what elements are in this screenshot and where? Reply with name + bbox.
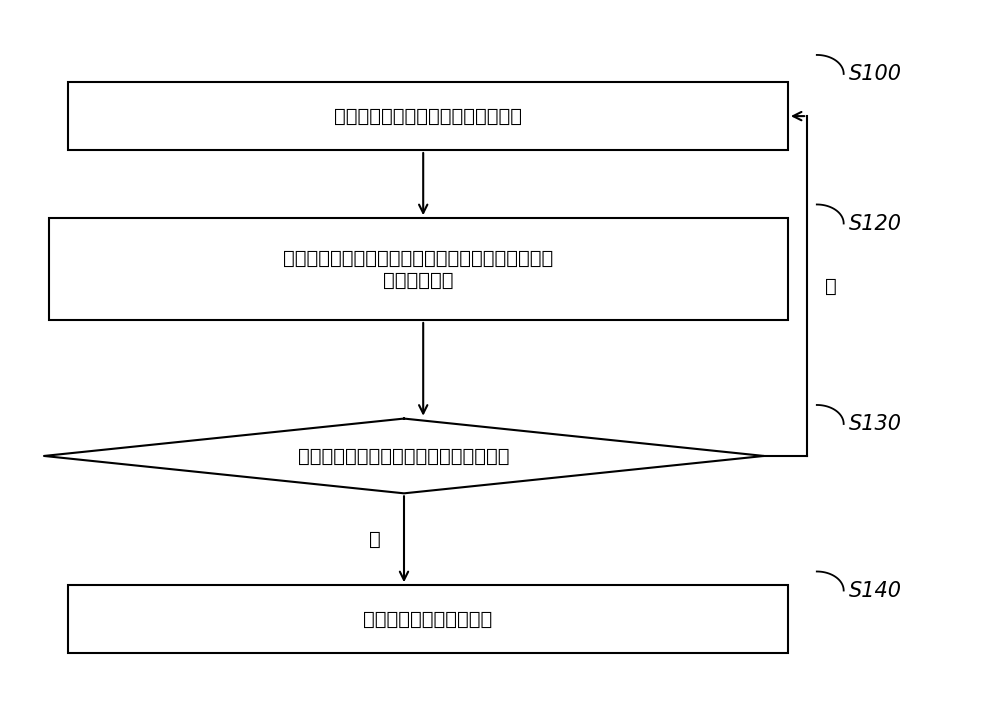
Text: 检测所述总容量是否超过预设的额定容量: 检测所述总容量是否超过预设的额定容量	[298, 447, 510, 465]
Text: 是: 是	[369, 530, 381, 549]
Text: 否: 否	[825, 277, 837, 295]
Text: S130: S130	[848, 414, 901, 434]
Text: 根据采集的用电负载的电参量，计算所有的所述用电
负载的总容量: 根据采集的用电负载的电参量，计算所有的所述用电 负载的总容量	[283, 249, 554, 290]
Polygon shape	[44, 418, 764, 493]
FancyBboxPatch shape	[68, 585, 788, 653]
Text: S120: S120	[848, 214, 901, 234]
Text: S140: S140	[848, 581, 901, 600]
Text: 采集线路中所有的用电负载的电参量: 采集线路中所有的用电负载的电参量	[334, 107, 522, 125]
Text: S100: S100	[848, 64, 901, 84]
Text: 调整所有的所述用电负载: 调整所有的所述用电负载	[363, 610, 493, 629]
FancyBboxPatch shape	[49, 218, 788, 320]
FancyBboxPatch shape	[68, 82, 788, 150]
